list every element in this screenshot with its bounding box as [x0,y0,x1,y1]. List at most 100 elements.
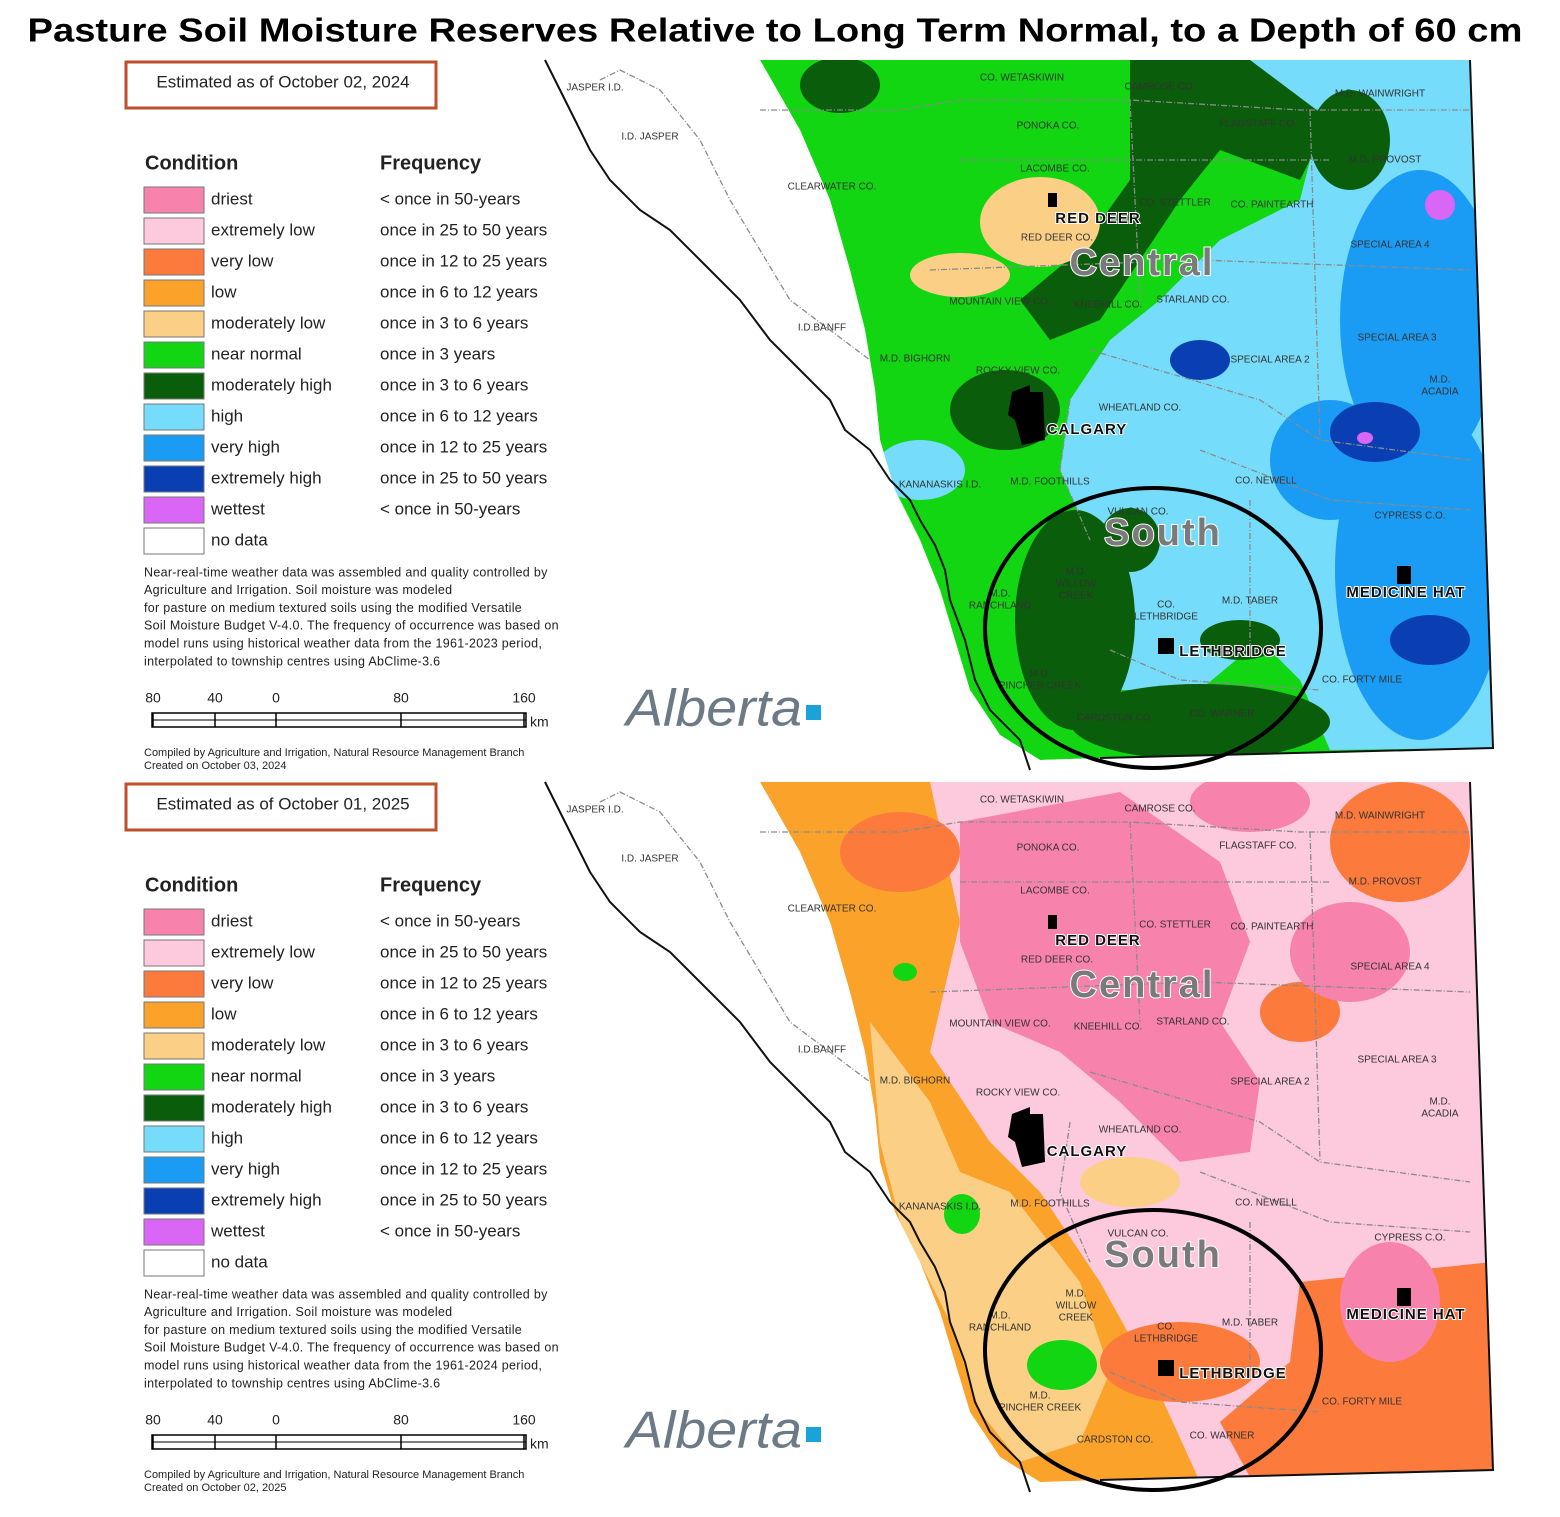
credit-line: Created on October 03, 2024 [144,760,286,772]
county-border [599,791,871,1083]
legend-swatch [143,1218,205,1246]
city-lethbridge [1158,638,1174,654]
map-label: PINCHER CREEK [999,1403,1082,1414]
city-label: RED DEER [1055,210,1141,227]
map-fill [760,60,1493,760]
moisture-zone [1260,982,1340,1042]
map-label: M.D. WAINWRIGHT [1335,89,1425,100]
map-label: STARLAND CO. [1156,1017,1229,1028]
legend-swatch [143,186,205,214]
legend-swatch [143,1249,205,1277]
legend-frequency: once in 3 to 6 years [380,313,528,332]
map-label: RANCHLAND [969,601,1031,612]
east-border [1099,781,1495,1481]
moisture-zone [1310,90,1390,190]
legend-swatch [143,1187,205,1215]
legend-header: Condition [145,152,238,174]
county-border [1109,649,1321,691]
map-label: SPECIAL AREA 2 [1230,355,1310,366]
date-box [124,782,438,832]
legend-condition: low [211,1004,237,1023]
map-label: CYPRESS C.O. [1374,1233,1445,1244]
map-label: M.D. WAINWRIGHT [1335,811,1425,822]
map-label: CO. PAINTEARTH [1231,200,1314,211]
map-label: LACOMBE CO. [1020,886,1089,897]
note-line: for pasture on medium textured soils usi… [144,601,522,615]
moisture-zone [910,253,1010,297]
moisture-zone [1170,340,1230,380]
scale-label: 80 [145,690,161,706]
note-line: Soil Moisture Budget V-4.0. The frequenc… [144,1341,559,1355]
legend-swatch [143,1001,205,1029]
date-label: Estimated as of October 02, 2024 [156,72,409,91]
legend-frequency: < once in 50-years [380,189,520,208]
city-lethbridge [1158,1360,1174,1376]
legend-condition: extremely low [211,942,316,961]
legend-frequency: once in 25 to 50 years [380,1190,547,1209]
map-label: MOUNTAIN VIEW CO. [949,1019,1050,1030]
note-line: Near-real-time weather data was assemble… [144,1287,548,1301]
city-red-deer [1048,915,1057,929]
legend-frequency: once in 12 to 25 years [380,437,547,456]
map-label: M.D. TABER [1222,596,1278,607]
map-label: CO. FORTY MILE [1322,675,1403,686]
moisture-zone [800,60,880,113]
map-label: FLAGSTAFF CO. [1219,119,1297,130]
legend-frequency: once in 12 to 25 years [380,973,547,992]
legend-condition: extremely high [211,1190,322,1209]
map-label: CO. [1157,600,1175,611]
map-label: SPECIAL AREA 4 [1350,240,1430,251]
legend-swatch [143,1094,205,1122]
map-label: CAMROSE CO. [1124,82,1195,93]
legend-swatch [143,1032,205,1060]
city-label: CALGARY [1047,1143,1128,1160]
map-panel: CO. WETASKIWIN CAMROSE CO. M.D. WAINWRIGHT… [124,59,1495,772]
legend-condition: no data [211,530,268,549]
legend-condition: wettest [210,1221,265,1240]
legend-swatch [143,248,205,276]
map-label: CAMROSE CO. [1124,804,1195,815]
map-label: M.D. [989,589,1010,600]
county-border [599,69,871,361]
map-label: FLAGSTAFF CO. [1219,841,1297,852]
map-fill [760,782,1493,1482]
legend-swatch [143,908,205,936]
county-border [1129,99,1141,301]
county-border [929,981,1471,993]
map-label: M.D. FOOTHILLS [1010,477,1090,488]
scale-label: 160 [512,690,536,706]
legend-frequency: once in 25 to 50 years [380,220,547,239]
map-label: CLEARWATER CO. [788,904,877,915]
map-label: CLEARWATER CO. [788,182,877,193]
county-border [1199,449,1471,511]
map-label: I.D.BANFF [798,1045,846,1056]
map-label: M.D. PROVOST [1349,877,1422,888]
map-label: I.D.BANFF [798,323,846,334]
map-label: I.D. JASPER [621,854,678,865]
city-label: LETHBRIDGE [1179,1365,1287,1382]
map-label: SPECIAL AREA 3 [1357,333,1437,344]
map-label: KANANASKIS I.D. [899,1202,981,1213]
map-label: M.D. [1029,669,1050,680]
map-label: KANANASKIS I.D. [899,480,981,491]
scale-label: 0 [272,1412,280,1428]
county-border [760,99,1470,111]
map-label: KNEEHILL CO. [1074,300,1143,311]
moisture-zone [1020,60,1330,340]
legend-frequency: once in 3 years [380,344,495,363]
map-label: SPECIAL AREA 4 [1350,962,1430,973]
city-label: MEDICINE HAT [1346,1306,1465,1323]
legend-condition: very low [211,251,274,270]
map-label: CARDSTON CO. [1077,1435,1154,1446]
moisture-zone [960,792,1260,1162]
legend-swatch [143,1125,205,1153]
map-label: PONOKA CO. [1017,843,1080,854]
city-calgary [1008,1107,1045,1167]
legend-swatch [143,939,205,967]
map-label: WHEATLAND CO. [1099,403,1182,414]
county-border [1309,831,1321,1163]
map-label: M.D. [989,1311,1010,1322]
legend-frequency: once in 25 to 50 years [380,468,547,487]
legend-condition: wettest [210,499,265,518]
